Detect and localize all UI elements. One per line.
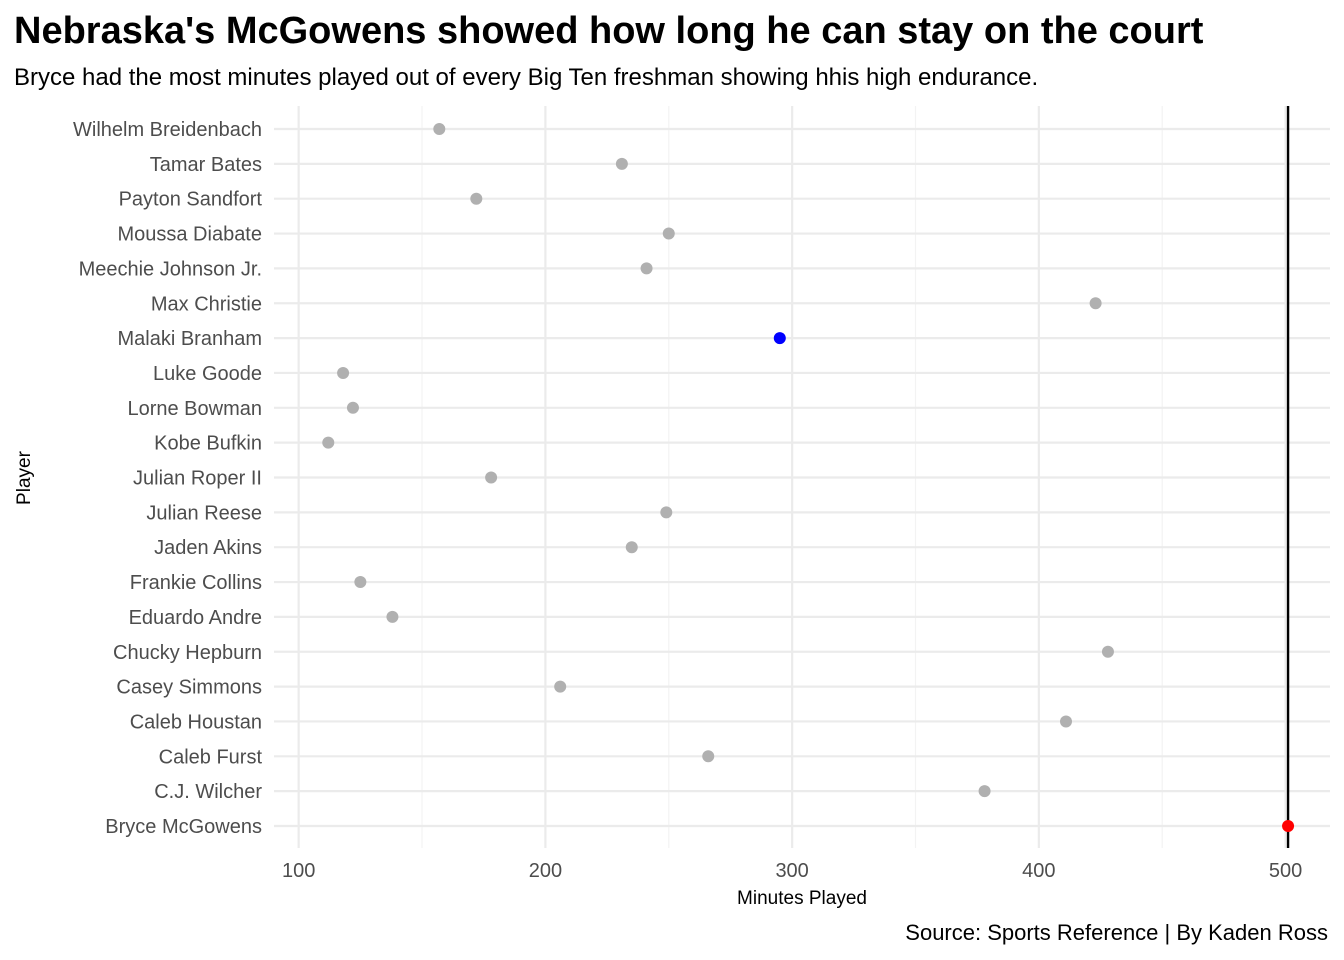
y-tick-label: Frankie Collins [130, 572, 262, 594]
x-tick-label: 100 [282, 860, 315, 882]
data-point-bryce-mcgowens [1282, 820, 1295, 832]
chart-subtitle: Bryce had the most minutes played out of… [14, 64, 1039, 91]
data-point-julian-reese [660, 506, 673, 519]
data-point-payton-sandfort [470, 192, 483, 205]
y-tick-label: Payton Sandfort [119, 189, 263, 211]
grid-lines [274, 106, 1330, 848]
data-points [322, 123, 1295, 832]
data-point-casey-simmons [554, 680, 567, 693]
y-tick-label: Chucky Hepburn [113, 642, 262, 664]
data-point-tamar-bates [615, 157, 628, 170]
y-tick-label: Eduardo Andre [129, 607, 262, 629]
y-tick-label: C.J. Wilcher [154, 781, 262, 803]
y-tick-label: Kobe Bufkin [154, 433, 262, 455]
y-tick-label: Julian Roper II [133, 468, 262, 490]
y-tick-label: Moussa Diabate [117, 224, 262, 246]
data-point-wilhelm-breidenbach [433, 123, 446, 135]
y-tick-label: Bryce McGowens [105, 816, 262, 838]
data-point-caleb-furst [702, 750, 715, 763]
data-point-luke-goode [337, 366, 350, 379]
y-tick-label: Malaki Branham [117, 328, 262, 350]
y-tick-label: Jaden Akins [154, 537, 262, 559]
chart-caption: Source: Sports Reference | By Kaden Ross [905, 920, 1328, 945]
data-point-meechie-johnson-jr [640, 262, 653, 275]
y-tick-label: Wilhelm Breidenbach [73, 119, 262, 141]
y-tick-label: Max Christie [151, 293, 262, 315]
x-tick-label: 300 [775, 860, 808, 882]
y-tick-label: Tamar Bates [150, 154, 262, 176]
data-point-lorne-bowman [346, 401, 359, 414]
data-point-c-j-wilcher [978, 785, 991, 798]
data-point-malaki-branham [773, 332, 786, 345]
data-point-chucky-hepburn [1101, 645, 1114, 658]
y-axis-title: Player [14, 450, 35, 505]
y-tick-label: Lorne Bowman [127, 398, 262, 420]
x-tick-label: 200 [529, 860, 562, 882]
x-tick-label: 500 [1269, 860, 1302, 882]
y-tick-label: Luke Goode [153, 363, 262, 385]
x-tick-labels: 100 200 300 400 500 [282, 860, 1302, 882]
y-tick-label: Casey Simmons [116, 677, 262, 699]
x-tick-label: 400 [1022, 860, 1055, 882]
data-point-caleb-houstan [1060, 715, 1072, 728]
chart-title: Nebraska's McGowens showed how long he c… [14, 10, 1204, 52]
data-point-eduardo-andre [386, 610, 399, 623]
y-tick-label: Meechie Johnson Jr. [79, 258, 262, 280]
y-tick-label: Julian Reese [146, 502, 262, 524]
y-tick-labels: Wilhelm Breidenbach Tamar Bates Payton San… [73, 119, 262, 838]
data-point-kobe-bufkin [322, 436, 335, 449]
data-point-julian-roper-ii [485, 471, 498, 484]
y-tick-label: Caleb Houstan [130, 711, 262, 733]
data-point-frankie-collins [354, 576, 367, 589]
x-axis-title: Minutes Played [737, 888, 867, 909]
data-point-jaden-akins [625, 541, 638, 554]
data-point-max-christie [1089, 297, 1102, 310]
data-point-moussa-diabate [662, 227, 675, 240]
y-tick-label: Caleb Furst [159, 746, 263, 768]
